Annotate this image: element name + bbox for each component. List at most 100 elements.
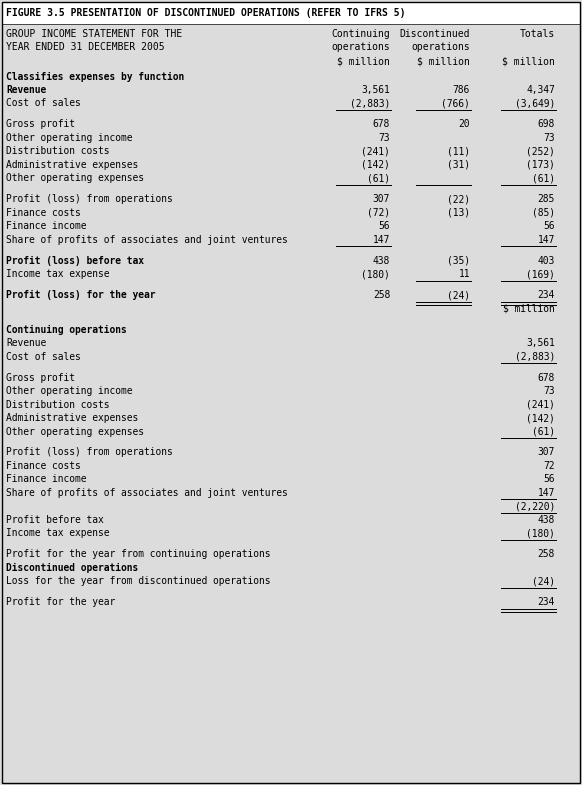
Text: 73: 73	[378, 133, 390, 143]
Text: Share of profits of associates and joint ventures: Share of profits of associates and joint…	[6, 488, 288, 498]
Text: (11): (11)	[447, 147, 470, 156]
Text: 258: 258	[372, 290, 390, 300]
Text: 147: 147	[372, 235, 390, 245]
Text: (85): (85)	[532, 208, 555, 218]
Text: Administrative expenses: Administrative expenses	[6, 160, 139, 170]
Text: 285: 285	[538, 195, 555, 204]
Text: GROUP INCOME STATEMENT FOR THE: GROUP INCOME STATEMENT FOR THE	[6, 29, 182, 39]
Text: (72): (72)	[367, 208, 390, 218]
Text: (2,220): (2,220)	[514, 502, 555, 512]
Text: FIGURE 3.5 PRESENTATION OF DISCONTINUED OPERATIONS (REFER TO IFRS 5): FIGURE 3.5 PRESENTATION OF DISCONTINUED …	[6, 8, 406, 18]
Text: Totals: Totals	[520, 29, 555, 39]
Text: Distribution costs: Distribution costs	[6, 400, 109, 410]
Text: Administrative expenses: Administrative expenses	[6, 413, 139, 423]
Text: Profit before tax: Profit before tax	[6, 515, 104, 525]
Text: (766): (766)	[441, 98, 470, 108]
Text: 234: 234	[538, 597, 555, 608]
Text: Other operating income: Other operating income	[6, 386, 133, 396]
Text: 4,347: 4,347	[526, 85, 555, 95]
Text: Other operating expenses: Other operating expenses	[6, 426, 144, 436]
Text: (24): (24)	[532, 576, 555, 586]
Text: 438: 438	[372, 256, 390, 266]
Text: 56: 56	[544, 221, 555, 232]
Text: Profit for the year: Profit for the year	[6, 597, 115, 608]
Text: Discontinued operations: Discontinued operations	[6, 563, 139, 573]
Text: Cost of sales: Cost of sales	[6, 352, 81, 362]
Text: Distribution costs: Distribution costs	[6, 147, 109, 156]
Text: (31): (31)	[447, 160, 470, 170]
Text: Cost of sales: Cost of sales	[6, 98, 81, 108]
Text: (142): (142)	[361, 160, 390, 170]
Text: 147: 147	[538, 235, 555, 245]
Text: 678: 678	[372, 119, 390, 130]
Text: Gross profit: Gross profit	[6, 119, 75, 130]
Text: 72: 72	[544, 461, 555, 471]
Text: (22): (22)	[447, 195, 470, 204]
Text: $ million: $ million	[417, 56, 470, 66]
Text: Profit (loss) from operations: Profit (loss) from operations	[6, 447, 173, 458]
Text: 56: 56	[378, 221, 390, 232]
Text: (24): (24)	[447, 290, 470, 300]
Text: (252): (252)	[526, 147, 555, 156]
Text: 3,561: 3,561	[361, 85, 390, 95]
Text: 258: 258	[538, 550, 555, 560]
Text: 307: 307	[538, 447, 555, 458]
Text: Profit (loss) before tax: Profit (loss) before tax	[6, 256, 144, 266]
Text: Revenue: Revenue	[6, 85, 46, 95]
Text: Loss for the year from discontinued operations: Loss for the year from discontinued oper…	[6, 576, 271, 586]
Text: 234: 234	[538, 290, 555, 300]
Text: (142): (142)	[526, 413, 555, 423]
Text: 3,561: 3,561	[526, 338, 555, 348]
Text: (61): (61)	[532, 173, 555, 184]
Text: Other operating income: Other operating income	[6, 133, 133, 143]
Text: (169): (169)	[526, 269, 555, 279]
Text: (2,883): (2,883)	[514, 352, 555, 362]
Text: Continuing: Continuing	[331, 29, 390, 39]
Text: (3,649): (3,649)	[514, 98, 555, 108]
Bar	[2, 2, 580, 24]
Text: operations: operations	[331, 42, 390, 53]
Text: (180): (180)	[526, 528, 555, 539]
Text: 147: 147	[538, 488, 555, 498]
Text: 438: 438	[538, 515, 555, 525]
Text: $ million: $ million	[502, 56, 555, 66]
Text: Finance income: Finance income	[6, 474, 87, 484]
Text: $ million: $ million	[337, 56, 390, 66]
Text: (13): (13)	[447, 208, 470, 218]
Text: 20: 20	[459, 119, 470, 130]
Text: Finance costs: Finance costs	[6, 208, 81, 218]
Text: Finance costs: Finance costs	[6, 461, 81, 471]
Text: 403: 403	[538, 256, 555, 266]
Text: Revenue: Revenue	[6, 338, 46, 348]
Text: 11: 11	[459, 269, 470, 279]
Text: YEAR ENDED 31 DECEMBER 2005: YEAR ENDED 31 DECEMBER 2005	[6, 42, 165, 53]
Text: 73: 73	[544, 133, 555, 143]
Text: 698: 698	[538, 119, 555, 130]
Text: (61): (61)	[367, 173, 390, 184]
Text: Income tax expense: Income tax expense	[6, 528, 109, 539]
Text: Share of profits of associates and joint ventures: Share of profits of associates and joint…	[6, 235, 288, 245]
Text: Continuing operations: Continuing operations	[6, 325, 127, 334]
Text: Finance income: Finance income	[6, 221, 87, 232]
Text: 786: 786	[453, 85, 470, 95]
Text: $ million: $ million	[503, 304, 555, 314]
Text: Profit (loss) for the year: Profit (loss) for the year	[6, 290, 155, 300]
Text: 73: 73	[544, 386, 555, 396]
Text: (173): (173)	[526, 160, 555, 170]
Text: (35): (35)	[447, 256, 470, 266]
Text: Gross profit: Gross profit	[6, 373, 75, 382]
Text: (61): (61)	[532, 426, 555, 436]
Text: Profit (loss) from operations: Profit (loss) from operations	[6, 195, 173, 204]
Text: Classifies expenses by function: Classifies expenses by function	[6, 71, 184, 82]
Text: 307: 307	[372, 195, 390, 204]
Text: Discontinued: Discontinued	[399, 29, 470, 39]
Text: Profit for the year from continuing operations: Profit for the year from continuing oper…	[6, 550, 271, 560]
Text: (241): (241)	[361, 147, 390, 156]
Text: 678: 678	[538, 373, 555, 382]
Text: Other operating expenses: Other operating expenses	[6, 173, 144, 184]
Text: operations: operations	[411, 42, 470, 53]
Text: Income tax expense: Income tax expense	[6, 269, 109, 279]
Text: (241): (241)	[526, 400, 555, 410]
Text: 56: 56	[544, 474, 555, 484]
Text: (2,883): (2,883)	[350, 98, 390, 108]
